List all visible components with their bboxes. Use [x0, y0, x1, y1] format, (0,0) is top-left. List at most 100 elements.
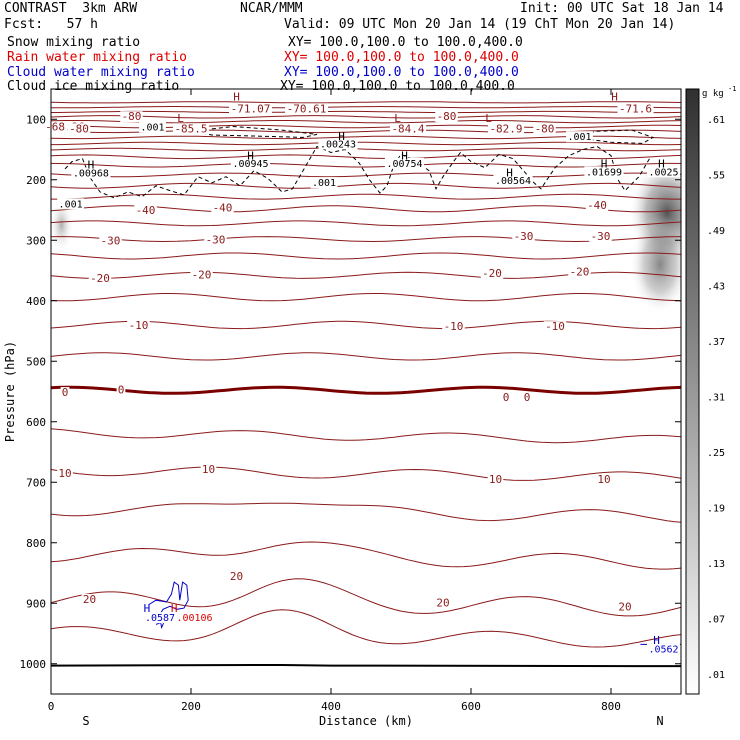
field-snow-name: Snow mixing ratio: [7, 35, 141, 50]
init-time: Init: 00 UTC Sat 18 Jan 14: [520, 1, 724, 16]
isotherm-line: [51, 193, 681, 200]
isotherm-label: -10: [444, 320, 464, 333]
isotherm-label: -20: [570, 266, 590, 279]
forecast-hour: Fcst: 57 h: [4, 17, 98, 32]
isotherm-line: [51, 154, 681, 160]
colorbar-unit-exponent: -1: [728, 85, 736, 93]
snow-label: .001: [312, 178, 336, 189]
isotherm-label: -40: [213, 202, 233, 215]
cloud-label-bg: [647, 643, 680, 655]
x-axis-label: Distance (km): [319, 714, 413, 728]
snow-label: .01699: [586, 167, 622, 178]
isotherm-label: -20: [482, 267, 502, 280]
isotherm-label-bg: [435, 597, 451, 609]
snow-label: .00243: [320, 139, 356, 150]
snow-label-bg: [584, 166, 624, 178]
isotherm-line: [51, 428, 681, 444]
surface-line: [51, 663, 681, 668]
y-tick-label: 300: [26, 234, 46, 247]
snow-label-bg: [230, 157, 271, 169]
isotherm-label-bg: [487, 123, 525, 135]
isotherm-label-bg: [389, 123, 427, 135]
x-tick-label: 200: [181, 700, 201, 713]
isotherm-label-bg: [480, 267, 504, 279]
colorbar-tick-label: .37: [707, 337, 725, 348]
isotherm-label-bg: [127, 319, 150, 331]
isotherm-label: -80: [122, 110, 142, 123]
colorbar-tick-label: .55: [707, 171, 725, 182]
x-tick-label: 800: [601, 700, 621, 713]
isotherm-label-bg: [596, 474, 612, 486]
colorbar-tick-label: .49: [707, 226, 725, 237]
isotherm-label-bg: [120, 111, 143, 123]
y-tick-label: 200: [26, 174, 46, 187]
snow-label: .00968: [73, 168, 109, 179]
isotherm-label-bg: [435, 111, 458, 123]
isotherm-label-bg: [442, 321, 465, 333]
isotherm-label: 0: [503, 391, 510, 404]
isotherm-label-bg: [43, 121, 87, 133]
south-label: S: [82, 714, 89, 728]
colorbar-tick-label: .13: [707, 559, 725, 570]
isotherm-label: -70.61: [287, 102, 327, 115]
isotherm-label-bg: [285, 103, 328, 115]
y-tick-label: 900: [26, 597, 46, 610]
colorbar-tick-label: .43: [707, 282, 725, 293]
colorbar-tick-label: .19: [707, 504, 725, 515]
isotherm-line: [51, 162, 681, 168]
extremum-label: H: [247, 150, 254, 163]
extremum-label: H: [171, 602, 178, 615]
extremum-label: L: [485, 112, 492, 125]
isotherm-label: 20: [230, 570, 243, 583]
colorbar-tick-label: .61: [707, 115, 725, 126]
isotherm-line: [51, 502, 681, 523]
extremum-label: H: [601, 157, 608, 170]
isotherm-label-bg: [57, 468, 73, 480]
north-label: N: [656, 714, 663, 728]
extremum-label: H: [144, 602, 151, 615]
isotherm-label-bg: [67, 123, 91, 135]
isotherm-label: 10: [202, 463, 215, 476]
field-cloudice-xy: XY= 100.0,100.0 to 100.0,400.0: [280, 79, 515, 94]
snow-label: .001: [567, 132, 591, 143]
isotherm-label-bg: [81, 594, 98, 606]
snow-shading-south: [51, 197, 74, 254]
isotherm-label: 10: [597, 473, 610, 486]
x-tick-label: 600: [461, 700, 481, 713]
x-tick-label: 0: [48, 700, 55, 713]
isotherm-label: -80: [535, 122, 555, 135]
isotherm-label: -85.5: [174, 122, 207, 135]
snow-label-bg: [493, 174, 533, 186]
isotherm-label: -80: [437, 110, 457, 123]
isotherm-line: [51, 541, 681, 570]
isotherm-label: 10: [489, 473, 502, 486]
extremum-label: H: [611, 90, 618, 103]
isotherm-label-bg: [585, 200, 609, 212]
snow-label-bg: [318, 138, 358, 150]
field-snow-xy: XY= 100.0,100.0 to 100.0,400.0: [288, 35, 523, 50]
isotherm-line: [51, 220, 681, 227]
field-rain-xy: XY= 100.0,100.0 to 100.0,400.0: [284, 50, 519, 65]
field-cloudice-name: Cloud ice mixing ratio: [7, 79, 180, 94]
snow-shading-north-lower: [630, 214, 681, 315]
isotherm-label-bg: [204, 234, 227, 246]
isotherm-label-bg: [88, 272, 112, 284]
cloud-label: .00106: [176, 613, 212, 624]
isotherm-line: [51, 352, 681, 361]
isotherm-line: [51, 147, 681, 152]
snow-contour-upper-north: [568, 129, 655, 144]
colorbar-tick-label: .25: [707, 448, 725, 459]
isotherm-line: [51, 609, 681, 648]
snow-label-bg: [57, 198, 84, 210]
isotherm-label: -30: [101, 234, 121, 247]
isotherm-label-bg: [487, 474, 504, 486]
colorbar-tick-label: .31: [707, 393, 725, 404]
isotherm-line: [51, 320, 681, 330]
isotherm-label-bg: [543, 321, 567, 333]
extremum-label: H: [653, 634, 660, 647]
isotherm-line: [51, 141, 681, 146]
isotherm-label: -30: [591, 230, 611, 243]
snow-label-bg: [384, 157, 425, 169]
isotherm-line: [51, 110, 681, 114]
